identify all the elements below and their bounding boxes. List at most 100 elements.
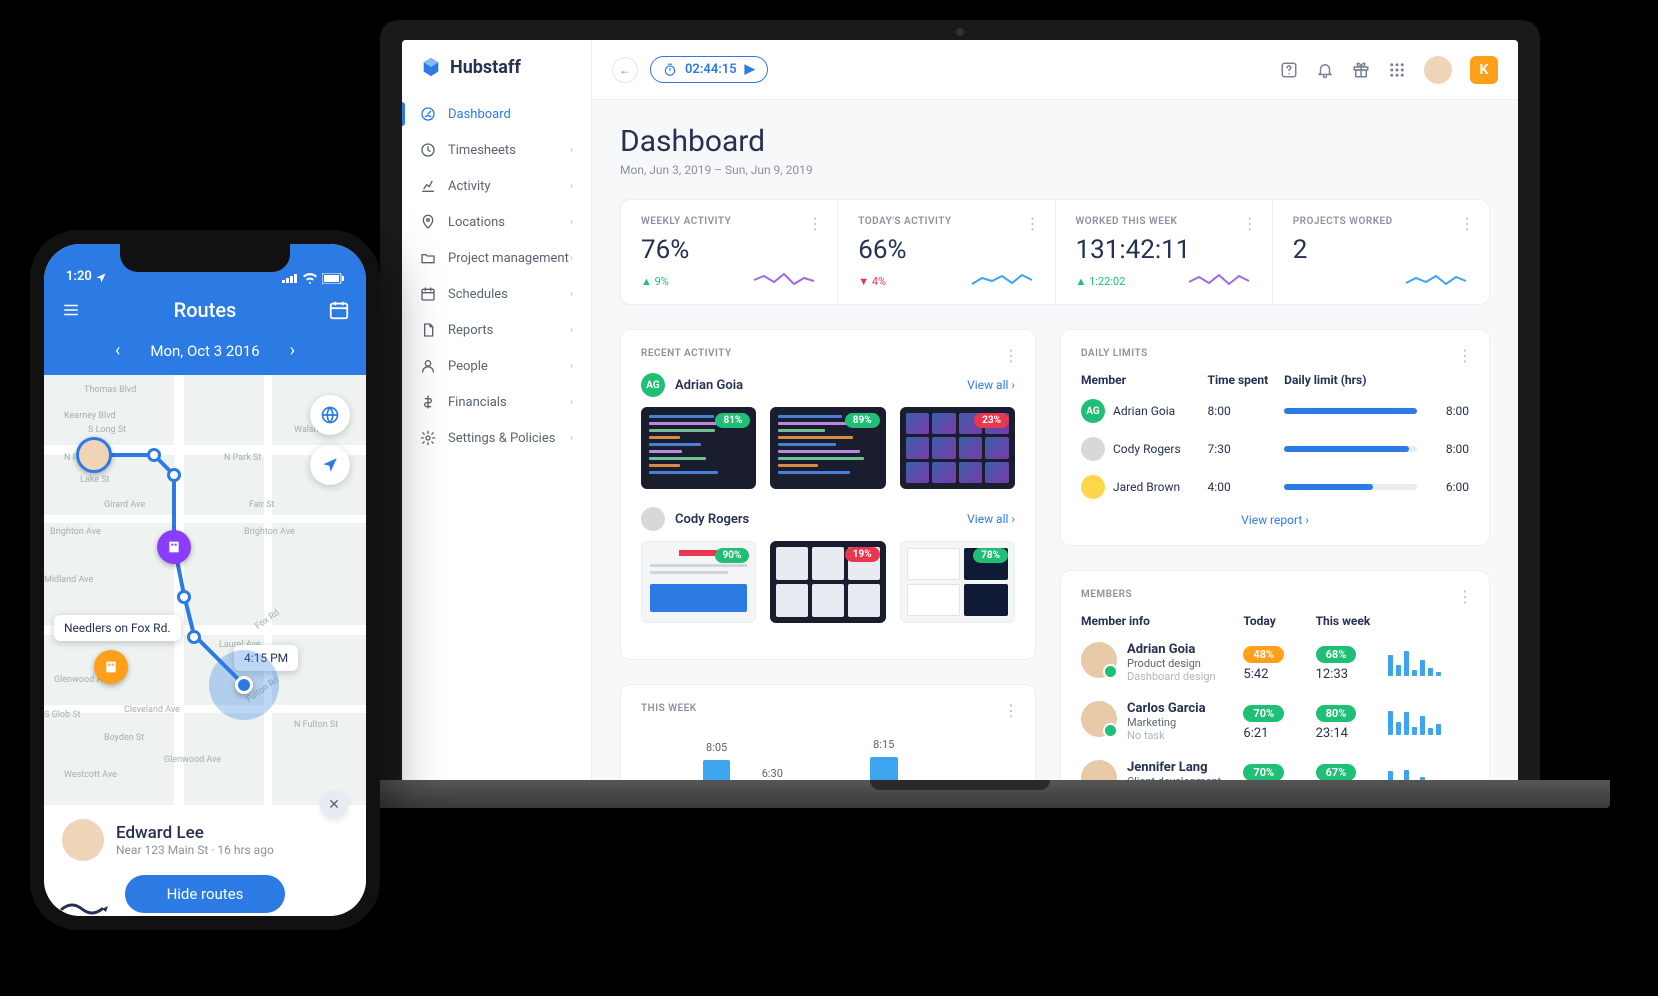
- sidebar-item-label: Dashboard: [448, 107, 511, 122]
- help-icon[interactable]: [1280, 61, 1298, 79]
- activity-pct-badge: 90%: [715, 548, 750, 563]
- activity-pct-badge: 78%: [973, 548, 1008, 563]
- daily-limit-row: AG Adrian Goia 8:00 8:00: [1081, 399, 1469, 423]
- activity-pct-badge: 81%: [715, 413, 750, 428]
- col-this-week: This week: [1316, 614, 1388, 628]
- calendar-icon[interactable]: [328, 299, 350, 321]
- user-icon: [420, 358, 436, 374]
- prev-day-button[interactable]: ‹: [115, 340, 120, 361]
- sidebar-item-locations[interactable]: Locations ›: [402, 204, 591, 240]
- calendar-icon: [420, 286, 436, 302]
- member-name: Cody Rogers: [1113, 442, 1181, 456]
- col-time-spent: Time spent: [1208, 373, 1275, 387]
- screenshot-thumb[interactable]: 89%: [770, 407, 885, 489]
- close-button[interactable]: ✕: [320, 791, 348, 819]
- phone-mockup: 1:20 Routes ‹ Mon, Oct 3 2016 ›: [30, 230, 380, 930]
- kpi-label: WORKED THIS WEEK: [1076, 216, 1252, 227]
- card-menu-icon[interactable]: ⋮: [1025, 214, 1041, 233]
- timer-pill[interactable]: 02:44:15 ▶: [650, 56, 768, 83]
- map-pin-purple[interactable]: [157, 530, 191, 564]
- phone-map[interactable]: Thomas Blvd Kearney Blvd S Long St N Par…: [44, 375, 366, 805]
- sidebar-item-settings-policies[interactable]: Settings & Policies ›: [402, 420, 591, 456]
- view-all-link[interactable]: View all ›: [967, 512, 1015, 526]
- card-menu-icon[interactable]: ⋮: [1003, 701, 1019, 720]
- card-menu-icon[interactable]: ⋮: [1242, 214, 1258, 233]
- topbar: ← 02:44:15 ▶ K: [592, 40, 1518, 100]
- activity-user-row: Cody Rogers View all ›: [641, 507, 1015, 531]
- user-name: Cody Rogers: [675, 512, 749, 527]
- gift-icon[interactable]: [1352, 61, 1370, 79]
- screenshot-thumb[interactable]: 19%: [770, 541, 885, 623]
- apps-grid-icon[interactable]: [1388, 61, 1406, 79]
- view-all-link[interactable]: View all ›: [967, 378, 1015, 392]
- screenshot-thumb[interactable]: 78%: [900, 541, 1015, 623]
- hamburger-icon[interactable]: [60, 301, 82, 319]
- map-pin-orange[interactable]: [94, 650, 128, 684]
- card-menu-icon[interactable]: ⋮: [1457, 346, 1473, 365]
- screenshot-thumb[interactable]: 23%: [900, 407, 1015, 489]
- hide-routes-button[interactable]: Hide routes: [125, 875, 285, 913]
- card-menu-icon[interactable]: ⋮: [1457, 587, 1473, 606]
- card-title: DAILY LIMITS: [1081, 348, 1469, 359]
- user-avatar-small: AG: [641, 373, 665, 397]
- phone-notch: [120, 244, 290, 272]
- next-day-button[interactable]: ›: [290, 340, 295, 361]
- user-pin-avatar[interactable]: [76, 437, 112, 473]
- view-report-link[interactable]: View report ›: [1081, 513, 1469, 527]
- sidebar-item-financials[interactable]: Financials ›: [402, 384, 591, 420]
- sidebar-item-reports[interactable]: Reports ›: [402, 312, 591, 348]
- doc-icon: [420, 322, 436, 338]
- screenshot-row: 90% 19% 78%: [641, 541, 1015, 623]
- sidebar-item-label: Timesheets: [448, 143, 516, 158]
- kpi-label: PROJECTS WORKED: [1293, 216, 1469, 227]
- member-role: Product design: [1127, 657, 1216, 670]
- bar-value-label: 6:30: [762, 767, 783, 780]
- sidebar-item-label: Project management: [448, 251, 569, 266]
- chevron-right-icon: ›: [570, 289, 573, 300]
- time-spent: 7:30: [1208, 442, 1275, 456]
- member-row: Carlos Garcia Marketing No task 70% 6:21…: [1081, 701, 1469, 742]
- limit-progress-bar: [1284, 446, 1417, 452]
- route-waypoint: [147, 448, 161, 462]
- kpi-row: WEEKLY ACTIVITY ⋮ 76% ▲ 9% TODAY'S ACTIV…: [620, 199, 1490, 305]
- sidebar-item-dashboard[interactable]: Dashboard: [402, 96, 591, 132]
- page-title: Dashboard: [620, 124, 1490, 159]
- activity-pct-badge: 89%: [845, 413, 880, 428]
- member-row: Jennifer Lang Client development No task…: [1081, 760, 1469, 780]
- sidebar-item-project-management[interactable]: Project management ›: [402, 240, 591, 276]
- sidebar-item-schedules[interactable]: Schedules ›: [402, 276, 591, 312]
- user-avatar[interactable]: [1424, 56, 1452, 84]
- sidebar-item-label: Settings & Policies: [448, 431, 555, 446]
- bell-icon[interactable]: [1316, 61, 1334, 79]
- week-bar: 8:05 Tue: [703, 741, 731, 780]
- page-subtitle: Mon, Jun 3, 2019 – Sun, Jun 9, 2019: [620, 163, 1490, 177]
- card-menu-icon[interactable]: ⋮: [807, 214, 823, 233]
- chevron-right-icon: ›: [570, 361, 573, 372]
- col-today: Today: [1243, 614, 1315, 628]
- daily-limit-row: Cody Rogers 7:30 8:00: [1081, 437, 1469, 461]
- card-title: THIS WEEK: [641, 703, 1015, 714]
- sidebar-item-timesheets[interactable]: Timesheets ›: [402, 132, 591, 168]
- user-name: Adrian Goia: [675, 378, 743, 393]
- card-menu-icon[interactable]: ⋮: [1003, 346, 1019, 365]
- org-badge[interactable]: K: [1470, 56, 1498, 84]
- phone-footer-card: ✕ Edward Lee Near 123 Main St · 16 hrs a…: [44, 805, 366, 916]
- sidebar-item-label: Locations: [448, 215, 505, 230]
- back-button[interactable]: ←: [612, 57, 638, 83]
- signal-icon: [282, 273, 298, 283]
- sparkline: [967, 266, 1037, 290]
- screenshot-thumb[interactable]: 81%: [641, 407, 756, 489]
- member-name: Adrian Goia: [1113, 404, 1175, 418]
- screenshot-row: 81% 89% 23%: [641, 407, 1015, 489]
- play-icon: ▶: [745, 62, 755, 77]
- sparkline: [1184, 266, 1254, 290]
- card-menu-icon[interactable]: ⋮: [1459, 214, 1475, 233]
- screenshot-thumb[interactable]: 90%: [641, 541, 756, 623]
- brand-logo[interactable]: Hubstaff: [402, 52, 591, 96]
- week-bar-chart: 5:12 Mon8:05 Tue6:30 Wed1:45 Thu8:15 Fri…: [641, 728, 1015, 780]
- gauge-icon: [420, 106, 436, 122]
- recent-activity-card: RECENT ACTIVITY ⋮ AG Adrian Goia View al…: [620, 329, 1036, 660]
- folder-icon: [420, 250, 436, 266]
- sidebar-item-activity[interactable]: Activity ›: [402, 168, 591, 204]
- sidebar-item-people[interactable]: People ›: [402, 348, 591, 384]
